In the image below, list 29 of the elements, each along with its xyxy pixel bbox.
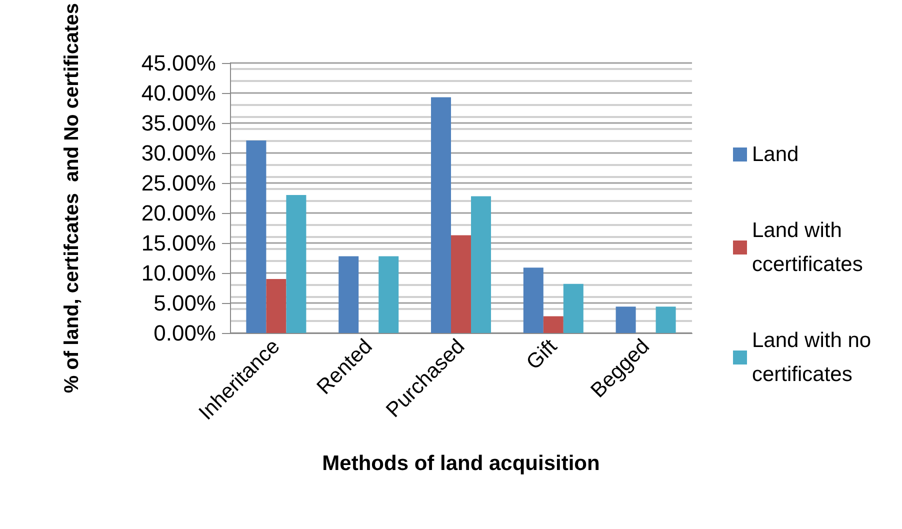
x-tick-label: Gift xyxy=(522,334,562,374)
bar xyxy=(563,284,584,333)
y-tick-label: 25.00% xyxy=(141,170,216,196)
y-axis-title: % of land, certifcates and No certificates xyxy=(61,2,83,394)
x-axis-title: Methods of land acquisition xyxy=(322,452,600,475)
y-tick-label: 5.00% xyxy=(154,290,216,316)
bar xyxy=(471,196,491,333)
legend-label: Land with no certificates xyxy=(752,329,877,386)
y-tick-label: 30.00% xyxy=(141,140,216,166)
bar xyxy=(266,279,286,333)
bar xyxy=(656,306,676,333)
bar xyxy=(378,256,399,333)
bar xyxy=(246,140,266,333)
bar xyxy=(286,195,306,333)
bar xyxy=(431,97,451,333)
legend-label: Land xyxy=(752,143,799,166)
y-tick-label: 40.00% xyxy=(141,80,216,106)
bar xyxy=(451,235,471,333)
bar xyxy=(338,256,359,333)
bar xyxy=(543,316,564,333)
bar xyxy=(616,306,636,333)
y-tick-label: 45.00% xyxy=(141,50,216,76)
legend-label: Land with ccertificates xyxy=(752,219,863,276)
bar xyxy=(523,268,544,333)
y-tick-label: 0.00% xyxy=(154,320,216,346)
y-tick-label: 35.00% xyxy=(141,110,216,136)
y-tick-label: 15.00% xyxy=(141,230,216,256)
y-tick-label: 10.00% xyxy=(141,260,216,286)
y-tick-label: 20.00% xyxy=(141,200,216,226)
